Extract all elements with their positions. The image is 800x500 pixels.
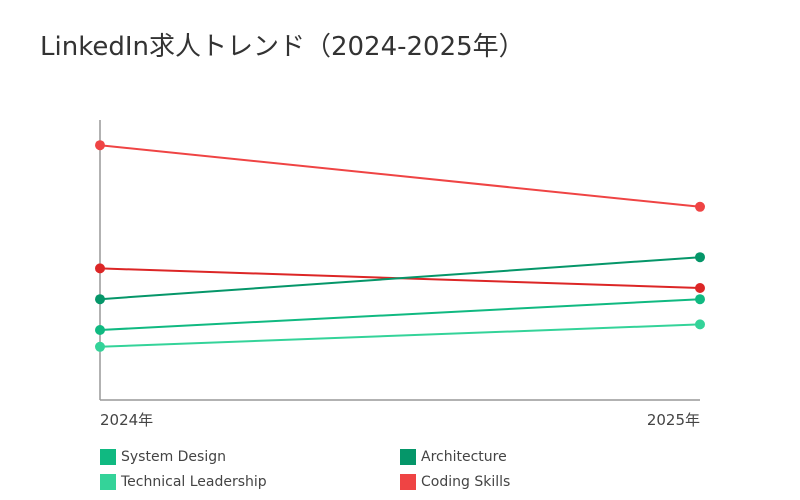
series-line <box>99 298 701 331</box>
series-line <box>99 144 701 208</box>
series-line <box>99 323 701 348</box>
data-point <box>695 252 705 263</box>
slope-chart: 2024年 2025年 <box>95 120 705 429</box>
legend-label: Technical Leadership <box>121 474 267 490</box>
data-point <box>95 140 105 151</box>
chart-title: LinkedIn求人トレンド（2024-2025年） <box>40 32 525 62</box>
data-point <box>695 294 705 305</box>
data-point <box>95 263 105 274</box>
data-point <box>695 283 705 293</box>
legend-item[interactable]: Coding Skills <box>400 474 510 490</box>
series-line <box>99 256 701 301</box>
legend-label: Coding Skills <box>421 474 511 490</box>
legend-label: Architecture <box>421 449 507 465</box>
data-point <box>695 201 705 212</box>
data-point <box>95 341 105 352</box>
legend-item[interactable]: Technical Leadership <box>100 474 267 490</box>
legend-label: System Design <box>121 449 226 465</box>
legend-item[interactable]: Architecture <box>400 449 507 465</box>
legend-swatch <box>100 449 116 465</box>
legend-swatch <box>400 474 416 490</box>
data-point <box>95 294 105 305</box>
x-tick-label: 2025年 <box>647 411 700 429</box>
data-point <box>695 319 705 330</box>
x-tick-label: 2024年 <box>100 411 153 429</box>
data-point <box>95 325 105 335</box>
legend-swatch <box>100 474 116 490</box>
legend-swatch <box>400 449 416 465</box>
legend-item[interactable]: System Design <box>100 449 226 465</box>
